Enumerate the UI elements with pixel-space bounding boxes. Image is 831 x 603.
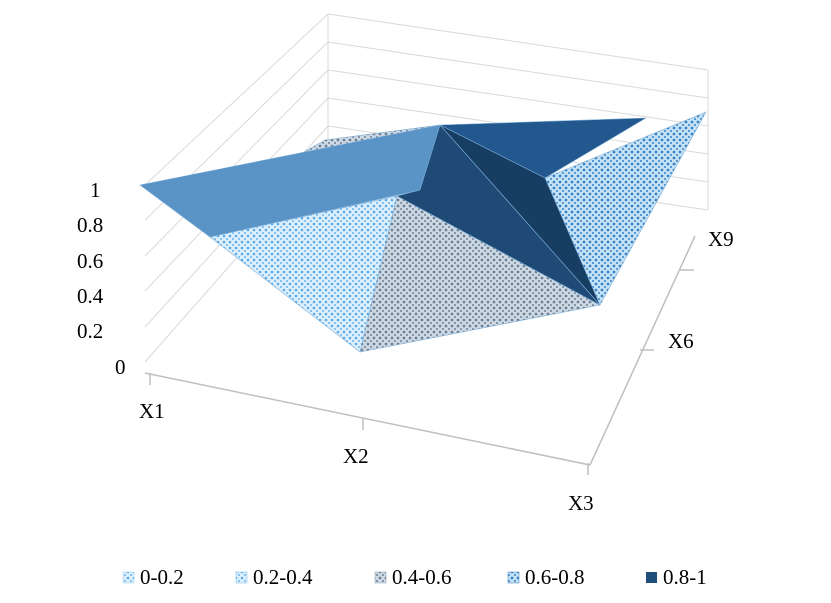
legend-swatch — [646, 572, 657, 583]
axis-lines — [144, 235, 696, 475]
legend-label: 0.2-0.4 — [253, 565, 313, 589]
surface-patch-dark-left — [396, 124, 601, 306]
legend-swatch — [235, 571, 248, 584]
z-tick-label: 0.4 — [77, 284, 104, 308]
x-category-label: X2 — [343, 444, 369, 468]
z-tick-label: 0.6 — [77, 249, 103, 273]
legend-label: 0-0.2 — [140, 565, 184, 589]
legend-label: 0.6-0.8 — [525, 565, 585, 589]
surface — [139, 111, 707, 353]
legend-label: 0.8-1 — [663, 565, 707, 589]
legend-label: 0.4-0.6 — [392, 565, 452, 589]
legend-item[interactable]: 0.8-1 — [646, 565, 707, 589]
legend-item[interactable]: 0.6-0.8 — [507, 565, 585, 589]
legend-swatch — [374, 571, 387, 584]
legend-swatch — [122, 571, 135, 584]
x-category-label: X1 — [139, 399, 165, 423]
series-label: X9 — [708, 227, 734, 251]
x-axis-labels: X1 X2 X3 — [139, 399, 594, 515]
z-axis-tick-labels: 1 0.8 0.6 0.4 0.2 0 — [77, 178, 126, 379]
z-tick-label: 0 — [115, 355, 126, 379]
legend-item[interactable]: 0.4-0.6 — [374, 565, 452, 589]
series-label: X6 — [668, 329, 694, 353]
z-tick-label: 1 — [90, 178, 101, 202]
depth-axis-labels: X9 X6 — [668, 227, 734, 353]
legend: 0-0.2 0.2-0.4 0.4-0.6 0.6-0.8 0.8-1 — [122, 565, 707, 589]
legend-item[interactable]: 0-0.2 — [122, 565, 184, 589]
legend-item[interactable]: 0.2-0.4 — [235, 565, 313, 589]
x-category-label: X3 — [568, 491, 594, 515]
z-tick-label: 0.8 — [77, 213, 103, 237]
legend-swatch — [507, 571, 520, 584]
z-tick-label: 0.2 — [77, 319, 103, 343]
